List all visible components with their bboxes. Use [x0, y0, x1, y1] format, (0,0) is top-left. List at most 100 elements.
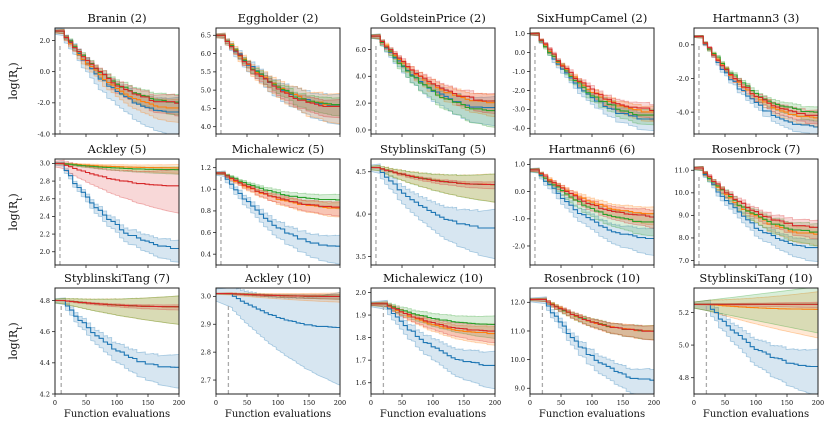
y-tick-label: 4.5 — [201, 105, 211, 113]
y-tick-label: 1.0 — [515, 161, 525, 169]
x-tick-label: 0 — [214, 399, 218, 407]
subplot-7: 4.5 4.0 3.5 StyblinskiTang (5) — [356, 142, 496, 268]
series-line-1 — [694, 303, 818, 310]
y-tick-label: 0.4 — [201, 250, 211, 258]
y-tick-label: 0.8 — [201, 207, 211, 215]
y-axis-label-close: ) — [7, 62, 20, 66]
x-tick-label: 50 — [721, 399, 729, 407]
y-tick-label: 4.8 — [40, 297, 50, 305]
y-tick-label: 3.0 — [201, 293, 211, 301]
series-line-2 — [530, 33, 654, 116]
series-line-0 — [694, 303, 818, 368]
subplot-title: Michalewicz (10) — [383, 271, 483, 285]
series-line-3 — [694, 35, 818, 117]
x-tick-label: 100 — [427, 399, 439, 407]
series-line-0 — [216, 293, 340, 329]
x-tick-label: 200 — [812, 399, 824, 407]
plot-area-6 — [216, 170, 340, 265]
y-axis-label-subscript: t — [15, 197, 24, 201]
subplot-title: Branin (2) — [87, 11, 146, 25]
series-band-0 — [371, 299, 495, 390]
plot-area-10 — [55, 295, 179, 389]
series-line-3 — [530, 33, 654, 112]
x-tick-label: 200 — [489, 399, 501, 407]
y-tick-label: -2.0 — [37, 99, 50, 107]
subplot-0: 2.0 0.0 -2.0 -4.0 Branin (2) log(Rt) — [7, 11, 180, 138]
y-axis-label-close: ) — [7, 322, 20, 326]
y-tick-label: 0.6 — [201, 229, 211, 237]
y-tick-label: 2.0 — [40, 248, 50, 256]
y-tick-label: 9.0 — [679, 212, 689, 220]
x-tick-label: 0 — [369, 399, 373, 407]
subplot-title: Michalewicz (5) — [232, 142, 325, 156]
series-line-2 — [371, 303, 495, 325]
x-tick-label: 50 — [82, 399, 90, 407]
y-axis-label-subscript: t — [15, 66, 24, 70]
series-band-2 — [216, 33, 340, 117]
y-tick-label: 1.7 — [356, 356, 366, 364]
x-tick-label: 0 — [53, 399, 57, 407]
x-tick-label: 100 — [272, 399, 284, 407]
subplot-13: 12.0 11.0 10.0 9.00 50 100 150 200 Rosenbrock (1… — [511, 271, 661, 420]
series-line-2 — [371, 35, 495, 112]
series-line-3 — [216, 293, 340, 297]
y-tick-label: -3.0 — [512, 106, 525, 114]
y-tick-label: 2.0 — [356, 289, 366, 297]
series-line-3 — [694, 167, 818, 228]
y-tick-label: 1.6 — [356, 379, 366, 387]
y-tick-label: 0.0 — [679, 41, 689, 49]
subplot-title: StyblinskiTang (7) — [64, 271, 170, 285]
y-tick-label: 0.0 — [40, 68, 50, 76]
y-tick-label: -1.0 — [512, 68, 525, 76]
series-line-3 — [55, 162, 179, 187]
series-band-1 — [694, 291, 818, 339]
y-tick-label: 11.0 — [675, 167, 689, 175]
series-line-3 — [530, 298, 654, 332]
y-axis-label: log(Rt) — [7, 62, 24, 99]
subplot-2: 6.0 4.0 2.0 0.0 GoldsteinPrice (2) — [356, 11, 496, 137]
subplot-title: StyblinskiTang (10) — [699, 271, 812, 285]
series-line-0 — [694, 167, 818, 249]
y-tick-label: 5.0 — [201, 86, 211, 94]
y-tick-label: 0.0 — [515, 49, 525, 57]
series-line-0 — [371, 166, 495, 229]
plot-area-1 — [216, 32, 340, 125]
y-axis-label-subscript: t — [15, 326, 24, 330]
plot-area-2 — [371, 33, 495, 128]
x-tick-label: 50 — [243, 399, 251, 407]
y-tick-label: 10.0 — [675, 189, 689, 197]
series-band-3 — [694, 34, 818, 126]
x-axis-label: Function evaluations — [225, 409, 331, 420]
y-tick-label: 2.0 — [40, 37, 50, 45]
x-axis-label: Function evaluations — [703, 409, 809, 420]
x-tick-label: 200 — [648, 399, 660, 407]
y-tick-label: 11.0 — [511, 327, 525, 335]
series-line-3 — [371, 35, 495, 102]
series-line-2 — [530, 169, 654, 223]
y-tick-label: 8.0 — [679, 234, 689, 242]
series-band-0 — [371, 163, 495, 260]
y-axis-label: log(Rt) — [7, 193, 24, 230]
subplot-title: Ackley (5) — [87, 142, 147, 156]
plot-area-8 — [530, 167, 654, 256]
y-tick-label: 2.8 — [40, 177, 50, 185]
subplot-9: 11.0 10.0 9.0 8.0 7.0 Rosenbrock (7) — [675, 142, 819, 268]
y-tick-label: 4.4 — [40, 359, 50, 367]
series-band-2 — [694, 288, 818, 334]
y-tick-label: 1.0 — [201, 186, 211, 194]
series-band-2 — [694, 34, 818, 122]
y-tick-label: 3.0 — [40, 160, 50, 168]
series-line-0 — [55, 299, 179, 368]
plot-area-12 — [371, 299, 495, 390]
series-line-2 — [55, 162, 179, 171]
series-band-0 — [55, 161, 179, 263]
y-tick-label: 6.0 — [201, 50, 211, 58]
subplot-10: 4.8 4.6 4.4 4.20 50 100 150 200 StyblinskiTang (… — [7, 271, 185, 420]
y-tick-label: 4.0 — [356, 73, 366, 81]
series-line-3 — [216, 34, 340, 108]
y-tick-label: 2.9 — [201, 321, 211, 329]
series-line-3 — [55, 30, 179, 105]
x-tick-label: 150 — [781, 399, 793, 407]
y-tick-label: 2.7 — [201, 376, 211, 384]
y-tick-label: 2.4 — [40, 213, 50, 221]
